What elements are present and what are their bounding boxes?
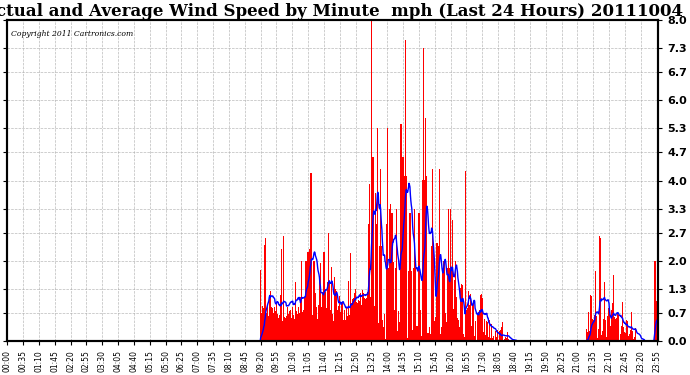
Text: Copyright 2011 Cartronics.com: Copyright 2011 Cartronics.com xyxy=(10,30,132,38)
Title: Actual and Average Wind Speed by Minute  mph (Last 24 Hours) 20111004: Actual and Average Wind Speed by Minute … xyxy=(0,3,683,20)
